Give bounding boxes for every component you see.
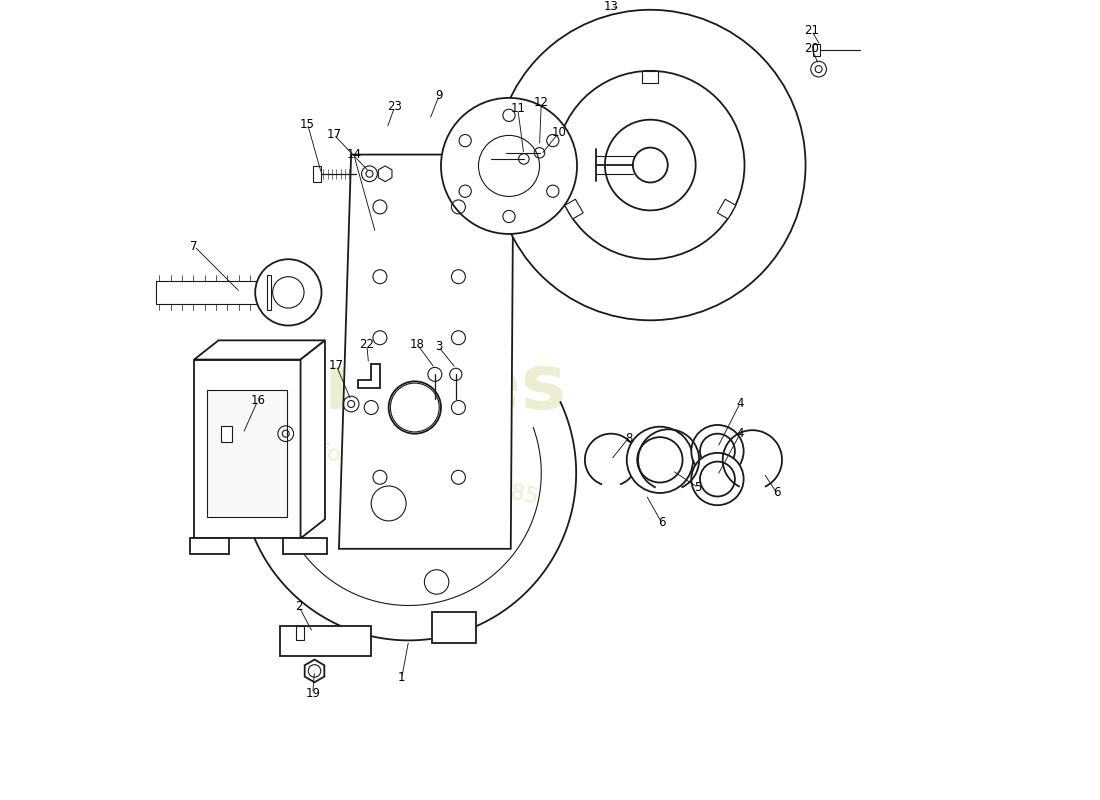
Circle shape (691, 453, 744, 505)
Polygon shape (432, 613, 476, 643)
Text: 1: 1 (398, 671, 406, 684)
Text: 6: 6 (658, 516, 666, 529)
Text: 8: 8 (625, 431, 632, 445)
Text: 20: 20 (804, 42, 820, 54)
Polygon shape (642, 71, 658, 83)
Text: 11: 11 (510, 102, 525, 115)
Circle shape (627, 426, 693, 493)
Polygon shape (194, 359, 300, 538)
Polygon shape (283, 538, 327, 554)
Polygon shape (359, 364, 380, 388)
Text: 15: 15 (300, 118, 315, 130)
Text: 13: 13 (604, 0, 618, 13)
Circle shape (255, 259, 321, 326)
Text: 10: 10 (551, 126, 566, 139)
Text: 23: 23 (387, 100, 403, 113)
Text: 5: 5 (694, 482, 702, 494)
Text: 7: 7 (190, 240, 198, 253)
Text: 19: 19 (306, 687, 320, 700)
Polygon shape (813, 44, 821, 56)
Text: 14: 14 (346, 148, 361, 161)
Text: 6: 6 (773, 486, 781, 499)
Polygon shape (300, 340, 324, 538)
Polygon shape (194, 340, 324, 359)
Polygon shape (266, 275, 271, 310)
Text: 2: 2 (295, 600, 302, 613)
Polygon shape (207, 390, 287, 517)
Text: 9: 9 (436, 89, 443, 102)
Circle shape (691, 425, 744, 478)
Circle shape (441, 98, 578, 234)
Text: 16: 16 (251, 394, 265, 407)
Polygon shape (339, 154, 514, 549)
Polygon shape (305, 659, 324, 682)
Circle shape (495, 10, 805, 320)
Text: 3: 3 (434, 340, 442, 353)
Text: 12: 12 (534, 96, 549, 109)
Polygon shape (564, 199, 583, 219)
Text: europes: europes (219, 350, 568, 425)
Text: a part for parts since 1985: a part for parts since 1985 (245, 426, 540, 508)
Polygon shape (378, 166, 392, 182)
Polygon shape (296, 626, 304, 639)
Polygon shape (221, 426, 232, 442)
Text: 4: 4 (736, 427, 744, 440)
Polygon shape (717, 199, 736, 219)
Text: 18: 18 (410, 338, 425, 351)
Text: 21: 21 (804, 24, 820, 38)
Text: 17: 17 (327, 128, 341, 141)
Polygon shape (190, 538, 229, 554)
Polygon shape (279, 626, 371, 656)
Text: 22: 22 (360, 338, 374, 351)
Polygon shape (156, 281, 266, 304)
Circle shape (425, 570, 449, 594)
Text: 17: 17 (329, 359, 344, 372)
Polygon shape (312, 166, 321, 182)
Text: 4: 4 (736, 397, 744, 410)
